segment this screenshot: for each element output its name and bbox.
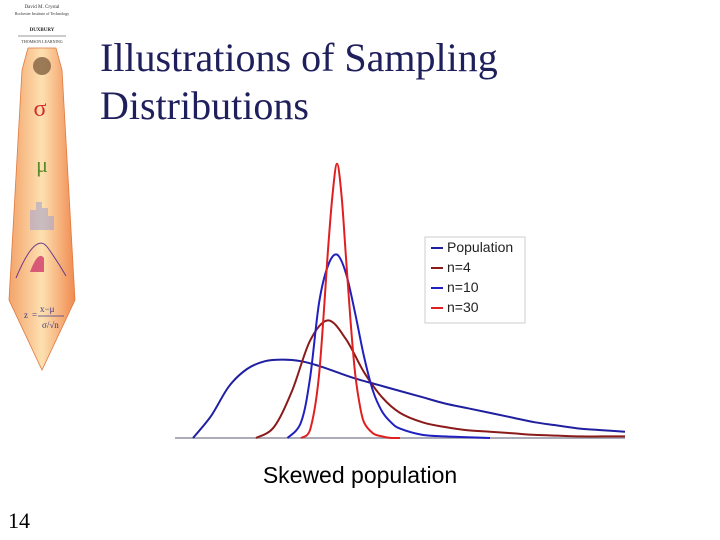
tie-logo: David M. Crystal Rochester Institute of …: [8, 5, 76, 371]
z-formula-icon: z = x−μ σ/√n: [24, 304, 64, 330]
svg-text:=: =: [32, 310, 37, 320]
legend-label: n=30: [447, 299, 479, 315]
author-name: David M. Crystal: [25, 5, 60, 10]
legend: Population n=4 n=10 n=30: [424, 236, 526, 324]
title-line-1: Illustrations of Sampling: [100, 35, 498, 80]
tie-curve-icon: [15, 242, 67, 279]
series-line-n-30: [300, 162, 400, 440]
institution-name: Rochester Institute of Technology: [15, 11, 69, 16]
tie-globe-icon: [33, 57, 51, 75]
svg-text:z: z: [24, 310, 28, 320]
tie-histogram-icon: [30, 202, 54, 230]
mu-symbol: μ: [36, 152, 48, 177]
page-number: 14: [8, 508, 30, 533]
imprint-name: THOMSON LEARNING: [21, 39, 62, 44]
svg-text:σ/√n: σ/√n: [42, 320, 59, 330]
sigma-symbol: σ: [34, 96, 47, 122]
series-line-n-10: [286, 253, 491, 439]
title-line-2: Distributions: [100, 83, 309, 128]
sampling-distribution-chart: Population n=4 n=10 n=30: [175, 162, 626, 440]
slide-title: Illustrations of Sampling Distributions: [100, 34, 660, 130]
svg-text:x−μ: x−μ: [40, 304, 55, 314]
publisher-name: DUXBURY: [30, 28, 55, 33]
legend-label: Population: [447, 239, 513, 255]
series-line-population: [192, 358, 626, 439]
legend-label: n=4: [447, 259, 471, 275]
series-line-n-4: [255, 319, 625, 439]
legend-label: n=10: [447, 279, 479, 295]
tie-area-icon: [30, 255, 44, 272]
chart-caption: Skewed population: [262, 462, 458, 488]
curves-group: [192, 162, 626, 440]
